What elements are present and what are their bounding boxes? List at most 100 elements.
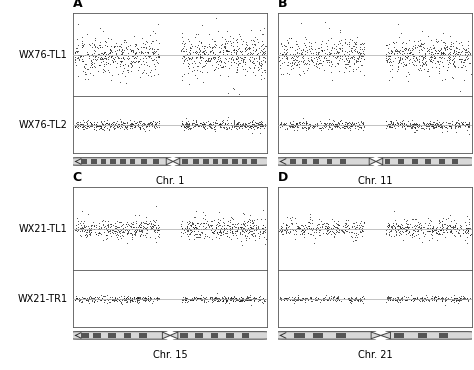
Point bbox=[102, 51, 110, 57]
Point bbox=[423, 120, 430, 126]
Point bbox=[208, 222, 216, 228]
Point bbox=[408, 45, 416, 51]
Point bbox=[87, 227, 95, 233]
Point bbox=[447, 60, 454, 66]
Point bbox=[83, 121, 91, 127]
Point bbox=[308, 40, 315, 46]
Point bbox=[86, 231, 93, 237]
Point bbox=[144, 73, 152, 78]
Point bbox=[89, 297, 96, 303]
Point bbox=[182, 46, 190, 52]
Point bbox=[101, 49, 109, 55]
Point bbox=[404, 123, 412, 129]
Point bbox=[318, 47, 326, 53]
Point bbox=[196, 55, 204, 61]
Point bbox=[114, 71, 121, 77]
Point bbox=[155, 225, 162, 231]
Point bbox=[128, 297, 136, 303]
Point bbox=[277, 225, 284, 231]
Point bbox=[399, 229, 407, 235]
FancyBboxPatch shape bbox=[277, 332, 376, 339]
Point bbox=[400, 237, 407, 243]
Point bbox=[109, 297, 117, 303]
Point bbox=[401, 224, 409, 230]
Point bbox=[106, 50, 113, 56]
Point bbox=[398, 225, 406, 231]
Point bbox=[302, 36, 310, 42]
Point bbox=[464, 226, 471, 232]
Point bbox=[195, 226, 203, 232]
Point bbox=[87, 123, 94, 129]
Point bbox=[220, 293, 228, 299]
Point bbox=[287, 123, 295, 129]
Point bbox=[450, 296, 458, 302]
Point bbox=[441, 295, 449, 301]
Point bbox=[113, 296, 121, 302]
Point bbox=[451, 64, 459, 70]
Point bbox=[396, 296, 404, 302]
Point bbox=[384, 222, 392, 228]
Point bbox=[299, 59, 307, 65]
Point bbox=[180, 121, 187, 127]
Point bbox=[235, 45, 243, 51]
Point bbox=[349, 296, 357, 302]
Bar bbox=[81, 333, 89, 338]
Point bbox=[103, 227, 111, 233]
Point bbox=[114, 123, 121, 129]
Point bbox=[282, 120, 289, 126]
Point bbox=[433, 53, 440, 58]
Point bbox=[218, 124, 225, 130]
Point bbox=[109, 58, 117, 64]
Point bbox=[179, 30, 186, 36]
Point bbox=[187, 223, 195, 229]
Point bbox=[119, 226, 127, 232]
Point bbox=[294, 296, 302, 302]
Point bbox=[92, 57, 100, 63]
Point bbox=[382, 118, 390, 124]
Point bbox=[115, 124, 122, 130]
Point bbox=[290, 60, 298, 66]
Point bbox=[113, 53, 121, 59]
Point bbox=[283, 54, 291, 60]
Point bbox=[418, 295, 426, 301]
Point bbox=[85, 225, 92, 231]
Point bbox=[339, 223, 347, 229]
Point bbox=[437, 52, 444, 58]
Point bbox=[182, 296, 190, 302]
Point bbox=[323, 43, 330, 48]
Point bbox=[88, 59, 96, 65]
Point bbox=[105, 51, 112, 57]
Point bbox=[223, 225, 230, 231]
Point bbox=[285, 223, 293, 229]
Bar bbox=[242, 333, 249, 338]
Point bbox=[347, 295, 355, 300]
Point bbox=[212, 294, 219, 300]
Point bbox=[89, 219, 96, 225]
Point bbox=[229, 298, 237, 304]
Point bbox=[410, 120, 418, 126]
Point bbox=[144, 49, 152, 55]
Point bbox=[216, 229, 223, 235]
Point bbox=[315, 232, 322, 238]
Point bbox=[182, 125, 190, 131]
Point bbox=[411, 295, 419, 301]
Point bbox=[87, 225, 95, 231]
Point bbox=[224, 90, 231, 96]
Point bbox=[405, 229, 413, 235]
Point bbox=[356, 58, 363, 64]
Point bbox=[197, 40, 204, 46]
Point bbox=[182, 123, 190, 129]
Point bbox=[280, 297, 288, 303]
Point bbox=[77, 296, 84, 302]
Point bbox=[390, 123, 398, 129]
Point bbox=[312, 51, 319, 57]
Point bbox=[431, 124, 439, 130]
Point bbox=[97, 297, 105, 303]
Point bbox=[426, 121, 434, 127]
Point bbox=[154, 295, 162, 300]
Point bbox=[257, 121, 264, 127]
Point bbox=[91, 53, 99, 59]
Point bbox=[446, 54, 454, 60]
Point bbox=[234, 228, 241, 233]
Point bbox=[348, 49, 356, 55]
